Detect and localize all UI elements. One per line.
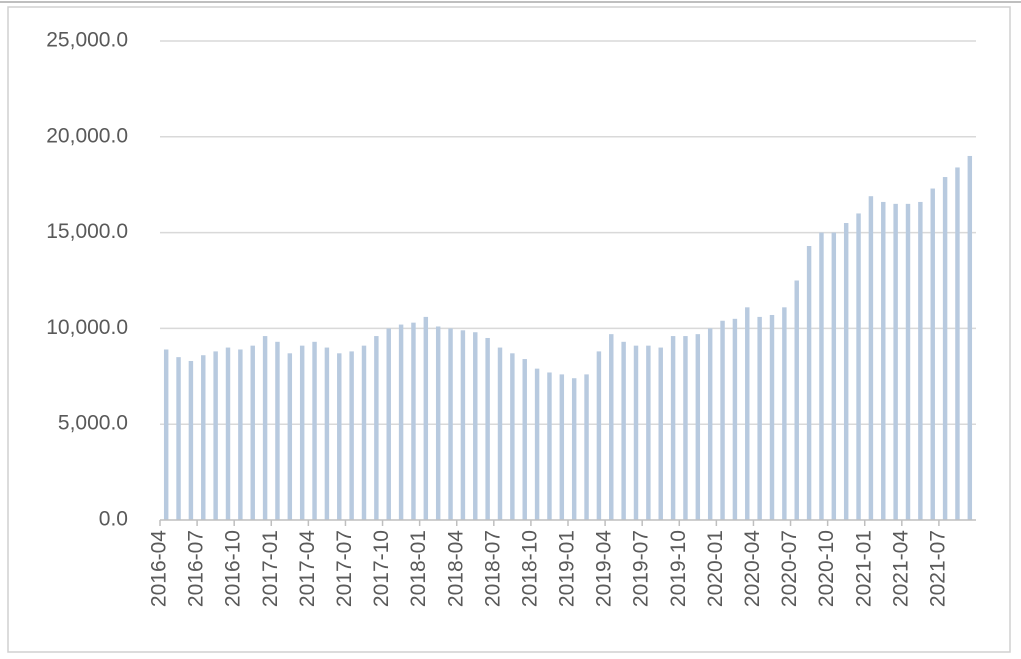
bar — [745, 307, 750, 520]
bar — [930, 188, 935, 521]
bar — [782, 307, 787, 520]
bar — [646, 345, 651, 520]
bar — [559, 374, 565, 520]
bar — [238, 349, 243, 520]
bar — [163, 349, 169, 520]
x-tick-label: 2017-07 — [333, 530, 356, 607]
bar — [843, 223, 849, 520]
x-tick-label: 2019-04 — [593, 530, 616, 607]
x-tick-label: 2016-07 — [185, 530, 208, 607]
x-tick-label: 2021-07 — [926, 530, 949, 607]
bar — [819, 232, 824, 520]
y-tick-label: 10,000.0 — [46, 316, 128, 339]
bar — [225, 347, 231, 520]
y-tick-label: 5,000.0 — [58, 412, 128, 435]
bar — [324, 347, 330, 520]
bar — [806, 246, 812, 520]
x-tick-label: 2016-04 — [148, 530, 171, 607]
bar — [485, 337, 490, 520]
bar — [262, 336, 268, 520]
bar — [609, 334, 614, 520]
x-tick-label: 2019-01 — [556, 530, 579, 607]
bar — [201, 355, 206, 520]
bar — [423, 316, 429, 520]
bar — [868, 196, 874, 521]
bar — [720, 320, 725, 520]
bar — [757, 316, 762, 520]
x-tick-label: 2019-10 — [667, 530, 690, 607]
bar — [683, 336, 688, 520]
bar — [621, 341, 626, 520]
bar — [510, 353, 515, 520]
bar — [312, 341, 317, 520]
bar — [769, 314, 775, 520]
bar — [955, 167, 960, 520]
bar — [571, 378, 577, 520]
x-tick-label: 2018-10 — [518, 530, 541, 607]
bar — [299, 345, 305, 520]
x-tick-label: 2018-04 — [444, 530, 467, 607]
bar — [213, 351, 218, 520]
x-tick-label: 2020-01 — [704, 530, 727, 607]
bar — [361, 345, 367, 520]
bar — [918, 201, 923, 520]
bar — [411, 322, 416, 520]
bar — [374, 336, 379, 520]
bar — [349, 351, 354, 520]
bar — [881, 201, 886, 520]
x-tick-label: 2021-01 — [852, 530, 875, 607]
bar — [942, 177, 948, 520]
bar — [695, 334, 701, 520]
bar — [670, 336, 676, 520]
bar — [547, 372, 552, 520]
x-tick-label: 2019-07 — [630, 530, 653, 607]
x-tick-label: 2017-04 — [296, 530, 319, 607]
bar — [794, 280, 799, 520]
bar — [250, 345, 255, 520]
y-tick-label: 25,000.0 — [46, 29, 128, 52]
x-tick-label: 2020-07 — [778, 530, 801, 607]
bar — [856, 213, 861, 520]
bar — [967, 155, 973, 520]
bar — [398, 324, 404, 520]
bar — [435, 326, 441, 520]
bar — [448, 328, 453, 520]
x-tick-label: 2020-10 — [815, 530, 838, 607]
bar — [831, 232, 837, 520]
bar — [176, 357, 181, 520]
bar — [275, 341, 280, 520]
bar — [596, 351, 602, 520]
chart-frame — [7, 6, 1011, 653]
bar — [658, 347, 663, 520]
bar — [386, 328, 391, 520]
y-tick-label: 15,000.0 — [46, 220, 128, 243]
bar — [584, 374, 589, 520]
bar — [633, 345, 639, 520]
y-tick-label: 20,000.0 — [46, 124, 128, 147]
x-tick-label: 2018-07 — [481, 530, 504, 607]
bar — [522, 359, 527, 520]
bar — [460, 330, 466, 520]
bar — [473, 332, 478, 520]
x-tick-label: 2017-01 — [259, 530, 282, 607]
bar — [732, 318, 738, 520]
bar — [534, 368, 540, 520]
x-tick-label: 2016-10 — [222, 530, 245, 607]
bar — [287, 353, 293, 520]
y-tick-label: 0.0 — [99, 508, 128, 531]
bar — [497, 347, 503, 520]
bar — [188, 360, 194, 520]
bar — [337, 353, 342, 520]
x-tick-label: 2018-01 — [407, 530, 430, 607]
bar — [707, 328, 713, 520]
x-tick-label: 2017-10 — [370, 530, 393, 607]
x-tick-label: 2020-04 — [741, 530, 764, 607]
bar — [905, 203, 911, 521]
x-tick-label: 2021-04 — [889, 530, 912, 607]
bar — [893, 203, 898, 521]
